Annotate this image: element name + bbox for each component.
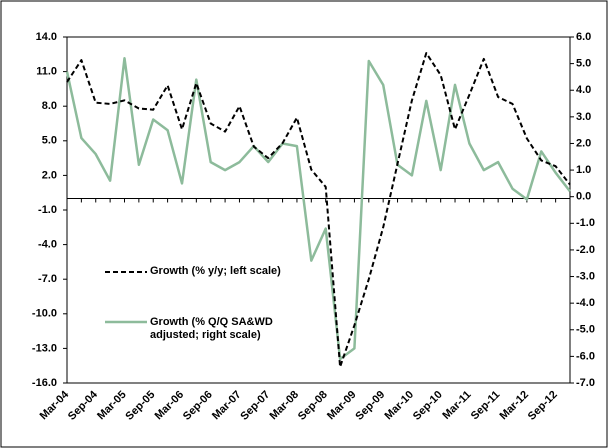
legend-label: Growth (% Q/Q SA&WD adjusted; right scal…: [150, 316, 273, 341]
y2-tick-label: 4.0: [576, 84, 591, 96]
y-tick-label: -16.0: [32, 377, 57, 389]
series-line: [65, 57, 571, 361]
y2-tick-label: -7.0: [576, 377, 595, 389]
y2-tick-label: 1.0: [576, 164, 591, 176]
y2-tick-label: 2.0: [576, 137, 591, 149]
y2-tick-label: -6.0: [576, 350, 595, 362]
y-tick-label: 8.0: [42, 100, 57, 112]
y-tick-label: 14.0: [36, 31, 57, 43]
legend-label: Growth (% y/y; left scale): [150, 265, 281, 277]
y2-tick-label: 6.0: [576, 31, 591, 43]
y-tick-label: -13.0: [32, 342, 57, 354]
y2-tick-label: -2.0: [576, 244, 595, 256]
series-line: [66, 52, 571, 368]
y2-tick-label: -3.0: [576, 270, 595, 282]
y-tick-label: -4.0: [38, 239, 57, 251]
y2-tick-label: -1.0: [576, 217, 595, 229]
y2-tick-label: 0.0: [576, 191, 591, 203]
y2-tick-label: -5.0: [576, 324, 595, 336]
y2-tick-label: 3.0: [576, 111, 591, 123]
y-tick-label: 11.0: [36, 66, 57, 78]
y-tick-label: 5.0: [42, 135, 57, 147]
y-tick-label: -10.0: [32, 308, 57, 320]
y-tick-label: -1.0: [38, 204, 57, 216]
y2-tick-label: -4.0: [576, 297, 595, 309]
y-tick-label: 2.0: [42, 169, 57, 181]
y2-tick-label: 5.0: [576, 58, 591, 70]
y-tick-label: -7.0: [38, 273, 57, 285]
